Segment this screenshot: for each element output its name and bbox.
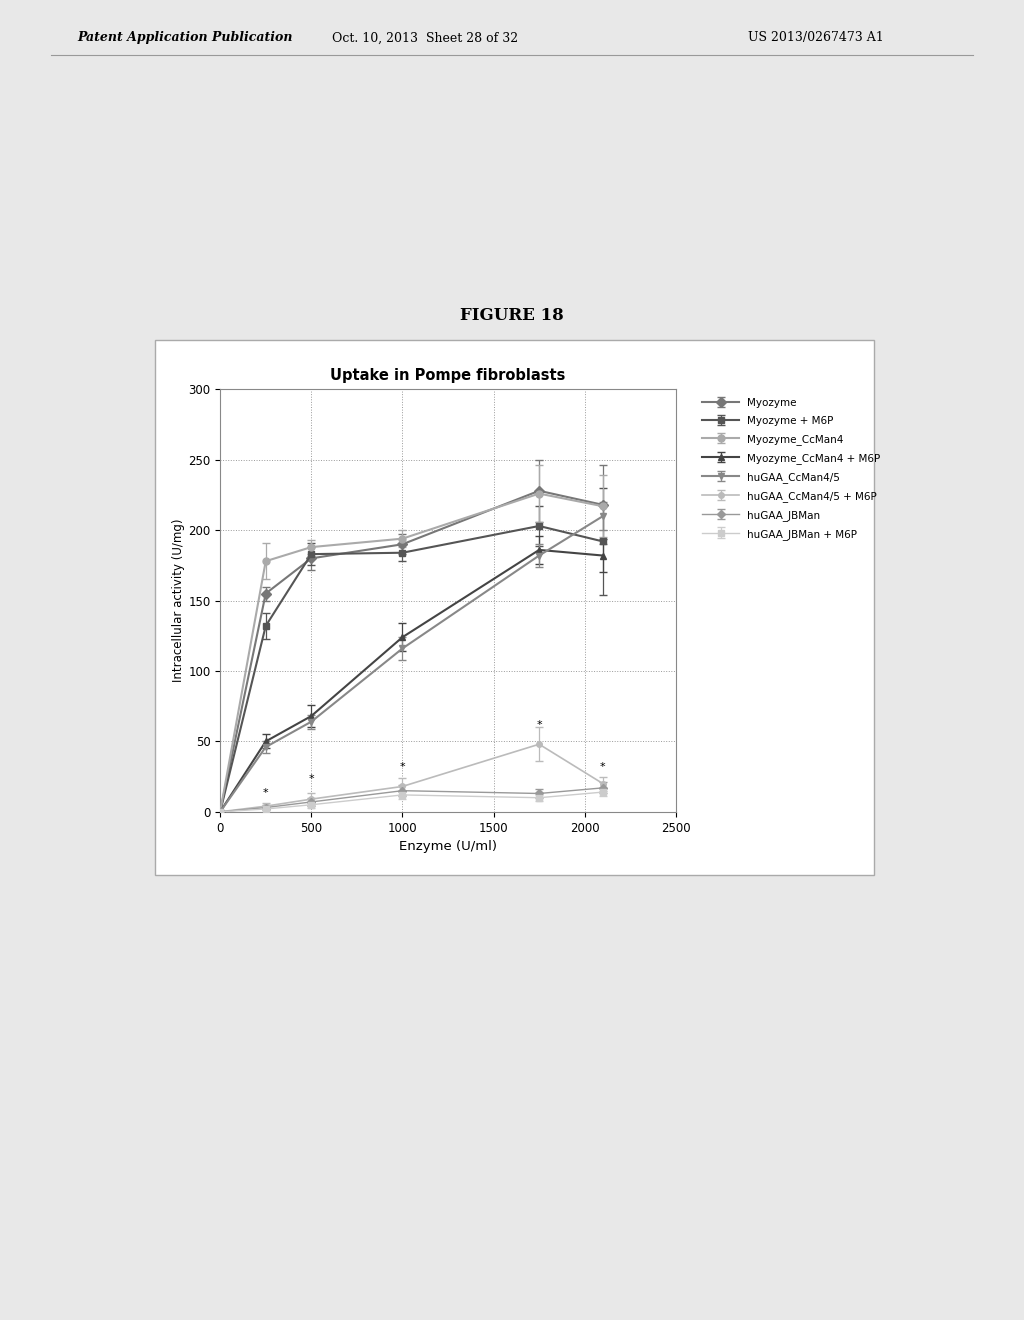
X-axis label: Enzyme (U/ml): Enzyme (U/ml) (399, 840, 497, 853)
Text: Patent Application Publication: Patent Application Publication (77, 32, 292, 45)
Text: Oct. 10, 2013  Sheet 28 of 32: Oct. 10, 2013 Sheet 28 of 32 (332, 32, 518, 45)
Title: Uptake in Pompe fibroblasts: Uptake in Pompe fibroblasts (331, 368, 565, 383)
Text: *: * (537, 721, 542, 730)
Text: *: * (399, 763, 406, 772)
Text: *: * (308, 774, 314, 784)
Text: *: * (263, 788, 268, 797)
Text: FIGURE 18: FIGURE 18 (460, 306, 564, 323)
Legend: Myozyme, Myozyme + M6P, Myozyme_CcMan4, Myozyme_CcMan4 + M6P, huGAA_CcMan4/5, hu: Myozyme, Myozyme + M6P, Myozyme_CcMan4, … (699, 395, 884, 543)
Y-axis label: Intracellular activity (U/mg): Intracellular activity (U/mg) (172, 519, 185, 682)
Text: US 2013/0267473 A1: US 2013/0267473 A1 (748, 32, 884, 45)
Text: *: * (600, 763, 606, 772)
